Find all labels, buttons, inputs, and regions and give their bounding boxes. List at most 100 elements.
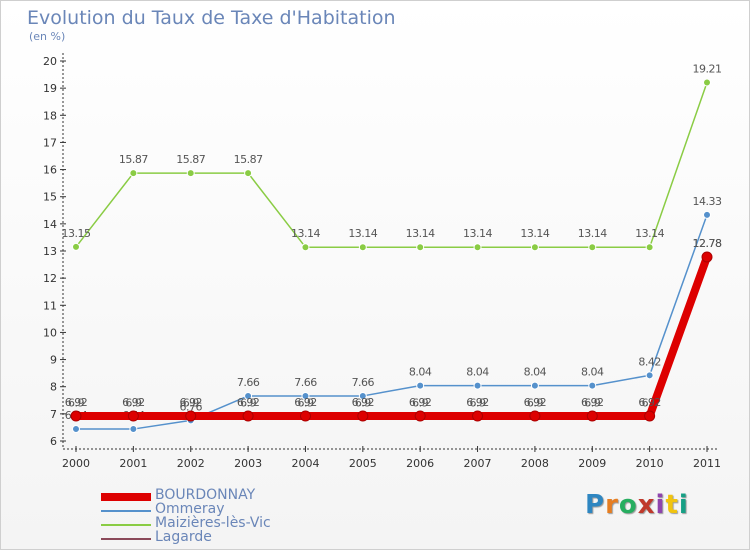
legend-swatch bbox=[101, 538, 151, 540]
data-label: 8.04 bbox=[581, 366, 604, 379]
data-label: 6.92 bbox=[524, 396, 547, 409]
y-tick-label: 19 bbox=[43, 82, 57, 95]
y-tick-label: 7 bbox=[50, 408, 57, 421]
y-tick-label: 13 bbox=[43, 245, 57, 258]
data-label: 13.14 bbox=[578, 227, 607, 240]
data-label: 13.14 bbox=[406, 227, 435, 240]
data-label: 6.9 bbox=[412, 397, 428, 410]
data-label: 15.87 bbox=[234, 153, 263, 166]
data-label: 12.78 bbox=[693, 237, 722, 250]
data-label: 13.14 bbox=[635, 227, 664, 240]
data-point bbox=[186, 169, 195, 178]
data-point bbox=[644, 410, 656, 422]
data-point bbox=[358, 391, 367, 400]
data-point bbox=[588, 243, 597, 252]
y-tick-label: 6 bbox=[50, 435, 57, 448]
data-label: 6.92 bbox=[409, 396, 432, 409]
data-label: 6.9 bbox=[183, 397, 199, 410]
series-line-bourdonnay bbox=[76, 255, 711, 421]
data-point bbox=[588, 381, 597, 390]
x-tick-label: 2006 bbox=[406, 457, 434, 470]
data-label: 12.78 bbox=[693, 237, 722, 250]
data-label: 6.9 bbox=[297, 397, 313, 410]
data-label: 8.04 bbox=[466, 366, 489, 379]
data-label: 6.92 bbox=[65, 396, 88, 409]
legend-swatch bbox=[101, 493, 151, 501]
data-label: 13.14 bbox=[463, 227, 492, 240]
data-label: 15.87 bbox=[176, 153, 205, 166]
y-tick-label: 16 bbox=[43, 164, 57, 177]
data-label: 6.92 bbox=[179, 396, 202, 409]
data-point bbox=[703, 210, 711, 219]
legend-label: Lagarde bbox=[155, 529, 212, 545]
data-point bbox=[301, 391, 310, 400]
data-point bbox=[416, 243, 425, 252]
logo-letter: P bbox=[585, 490, 606, 520]
logo-letter: t bbox=[665, 490, 679, 520]
data-point bbox=[129, 169, 138, 178]
chart-title: Evolution du Taux de Taxe d'Habitation bbox=[27, 7, 396, 29]
data-label: 6.9 bbox=[68, 397, 84, 410]
data-point bbox=[129, 425, 138, 434]
x-tick-label: 2011 bbox=[693, 457, 721, 470]
x-tick-label: 2002 bbox=[177, 457, 205, 470]
data-point bbox=[472, 410, 484, 422]
data-point bbox=[72, 425, 80, 434]
x-tick-label: 2001 bbox=[119, 457, 147, 470]
data-label: 8.04 bbox=[409, 366, 432, 379]
data-label: 6.9 bbox=[355, 397, 371, 410]
data-label: 6.92 bbox=[466, 396, 489, 409]
y-tick-label: 17 bbox=[43, 136, 57, 149]
data-label: 6.9 bbox=[584, 397, 600, 410]
logo-letter: r bbox=[605, 490, 619, 520]
data-point bbox=[127, 410, 139, 422]
data-point bbox=[414, 410, 426, 422]
x-tick-label: 2010 bbox=[636, 457, 664, 470]
logo-letter: o bbox=[618, 490, 638, 520]
data-point bbox=[242, 410, 254, 422]
legend-label: Maizières-lès-Vic bbox=[155, 515, 271, 531]
y-tick-label: 14 bbox=[43, 218, 57, 231]
y-tick-label: 15 bbox=[43, 191, 57, 204]
x-tick-label: 2009 bbox=[578, 457, 606, 470]
data-label: 6.9 bbox=[470, 397, 486, 410]
data-point bbox=[301, 243, 310, 252]
data-label: 8.04 bbox=[524, 366, 547, 379]
data-label: 14.33 bbox=[693, 195, 722, 208]
data-point bbox=[530, 243, 539, 252]
data-label: 6.92 bbox=[352, 396, 375, 409]
data-point bbox=[645, 371, 654, 380]
logo-letter: i bbox=[655, 490, 666, 520]
data-point bbox=[70, 410, 82, 422]
data-point bbox=[473, 381, 482, 390]
data-label: 6.9 bbox=[125, 397, 141, 410]
legend-label: BOURDONNAY bbox=[155, 487, 256, 503]
legend-swatch bbox=[101, 510, 151, 512]
y-tick-label: 11 bbox=[43, 299, 57, 312]
data-point bbox=[185, 410, 197, 422]
x-tick-label: 2003 bbox=[234, 457, 262, 470]
logo-letter: i bbox=[678, 490, 689, 520]
data-point bbox=[645, 243, 654, 252]
data-label: 13.14 bbox=[520, 227, 549, 240]
data-point bbox=[703, 78, 711, 87]
y-tick-label: 9 bbox=[50, 354, 57, 367]
data-point bbox=[416, 381, 425, 390]
data-label: 6.76 bbox=[179, 400, 202, 413]
x-tick-label: 2000 bbox=[62, 457, 90, 470]
data-label: 13.15 bbox=[62, 227, 91, 240]
data-label: 13.14 bbox=[291, 227, 320, 240]
data-label: 6.92 bbox=[294, 396, 317, 409]
data-point bbox=[72, 242, 80, 251]
proxiti-logo: Proxiti bbox=[585, 490, 689, 520]
legend-swatch bbox=[101, 524, 151, 526]
data-point bbox=[701, 251, 713, 263]
y-tick-label: 10 bbox=[43, 326, 57, 339]
y-tick-label: 18 bbox=[43, 109, 57, 122]
series-line-ommeray bbox=[76, 214, 708, 430]
x-tick-label: 2007 bbox=[464, 457, 492, 470]
data-point bbox=[473, 243, 482, 252]
y-tick-label: 20 bbox=[43, 55, 57, 68]
